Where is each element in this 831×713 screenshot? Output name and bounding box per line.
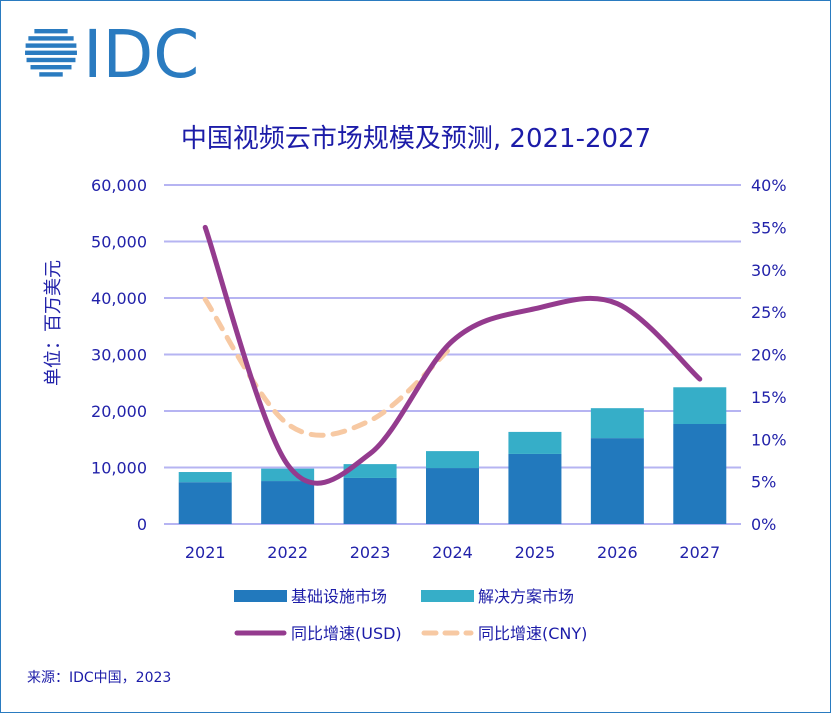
- chart-title: 中国视频云市场规模及预测, 2021-2027: [181, 124, 651, 154]
- y-tick-label: 30,000: [91, 346, 147, 365]
- x-tick-label: 2026: [597, 543, 638, 562]
- y-tick-label: 10,000: [91, 459, 147, 478]
- y-tick-label: 0: [137, 515, 147, 534]
- y2-tick-label: 25%: [751, 303, 787, 322]
- y2-tick-label: 35%: [751, 218, 787, 237]
- bar-infrastructure: [178, 482, 232, 524]
- bar-solutions: [590, 408, 644, 439]
- y2-tick-label: 0%: [751, 515, 776, 534]
- line-growth-usd: [202, 224, 703, 486]
- bar-infrastructure: [426, 468, 479, 524]
- x-tick-label: 2023: [350, 543, 391, 562]
- bar-solutions: [673, 387, 727, 424]
- y-tick-label: 20,000: [91, 402, 147, 421]
- y-tick-label: 40,000: [91, 289, 147, 308]
- logo-stripe: [25, 50, 77, 55]
- bar-infrastructure: [508, 453, 562, 524]
- x-tick-label: 2024: [432, 543, 473, 562]
- x-tick-label: 2025: [515, 543, 556, 562]
- logo-stripe: [25, 43, 77, 48]
- logo-stripe: [28, 36, 74, 41]
- x-tick-label: 2022: [267, 543, 308, 562]
- legend-label: 同比增速(CNY): [478, 624, 587, 643]
- y2-tick-label: 40%: [751, 176, 787, 195]
- legend-swatch: [421, 590, 474, 602]
- legend-swatch: [234, 590, 287, 602]
- bar-solutions: [343, 464, 397, 478]
- x-tick-label: 2021: [185, 543, 226, 562]
- source-note: 来源：IDC中国，2023: [27, 670, 171, 686]
- bar-infrastructure: [673, 423, 727, 524]
- logo-text: IDC: [83, 16, 199, 93]
- y-tick-label: 50,000: [91, 233, 147, 252]
- legend-label: 解决方案市场: [478, 587, 574, 606]
- logo-stripe: [30, 65, 72, 70]
- y-tick-label: 60,000: [91, 176, 147, 195]
- bar-solutions: [178, 472, 232, 483]
- line-growth-cny: [202, 296, 455, 438]
- y2-tick-label: 10%: [751, 430, 787, 449]
- y2-tick-label: 30%: [751, 261, 787, 280]
- logo-stripe: [26, 57, 76, 63]
- y-axis-title: 单位：百万美元: [43, 260, 64, 386]
- bar-solutions: [426, 451, 479, 469]
- logo-stripe: [39, 72, 63, 77]
- idc-logo: IDC: [25, 16, 199, 93]
- y2-tick-label: 15%: [751, 388, 787, 407]
- legend-label: 同比增速(USD): [291, 624, 402, 643]
- bar-infrastructure: [343, 477, 397, 524]
- y2-tick-label: 5%: [751, 473, 776, 492]
- bar-infrastructure: [261, 481, 315, 524]
- bar-solutions: [508, 431, 562, 454]
- bar-infrastructure: [590, 438, 644, 524]
- y2-tick-label: 20%: [751, 346, 787, 365]
- x-tick-label: 2027: [679, 543, 720, 562]
- logo-stripe: [34, 29, 68, 34]
- legend-label: 基础设施市场: [291, 587, 387, 606]
